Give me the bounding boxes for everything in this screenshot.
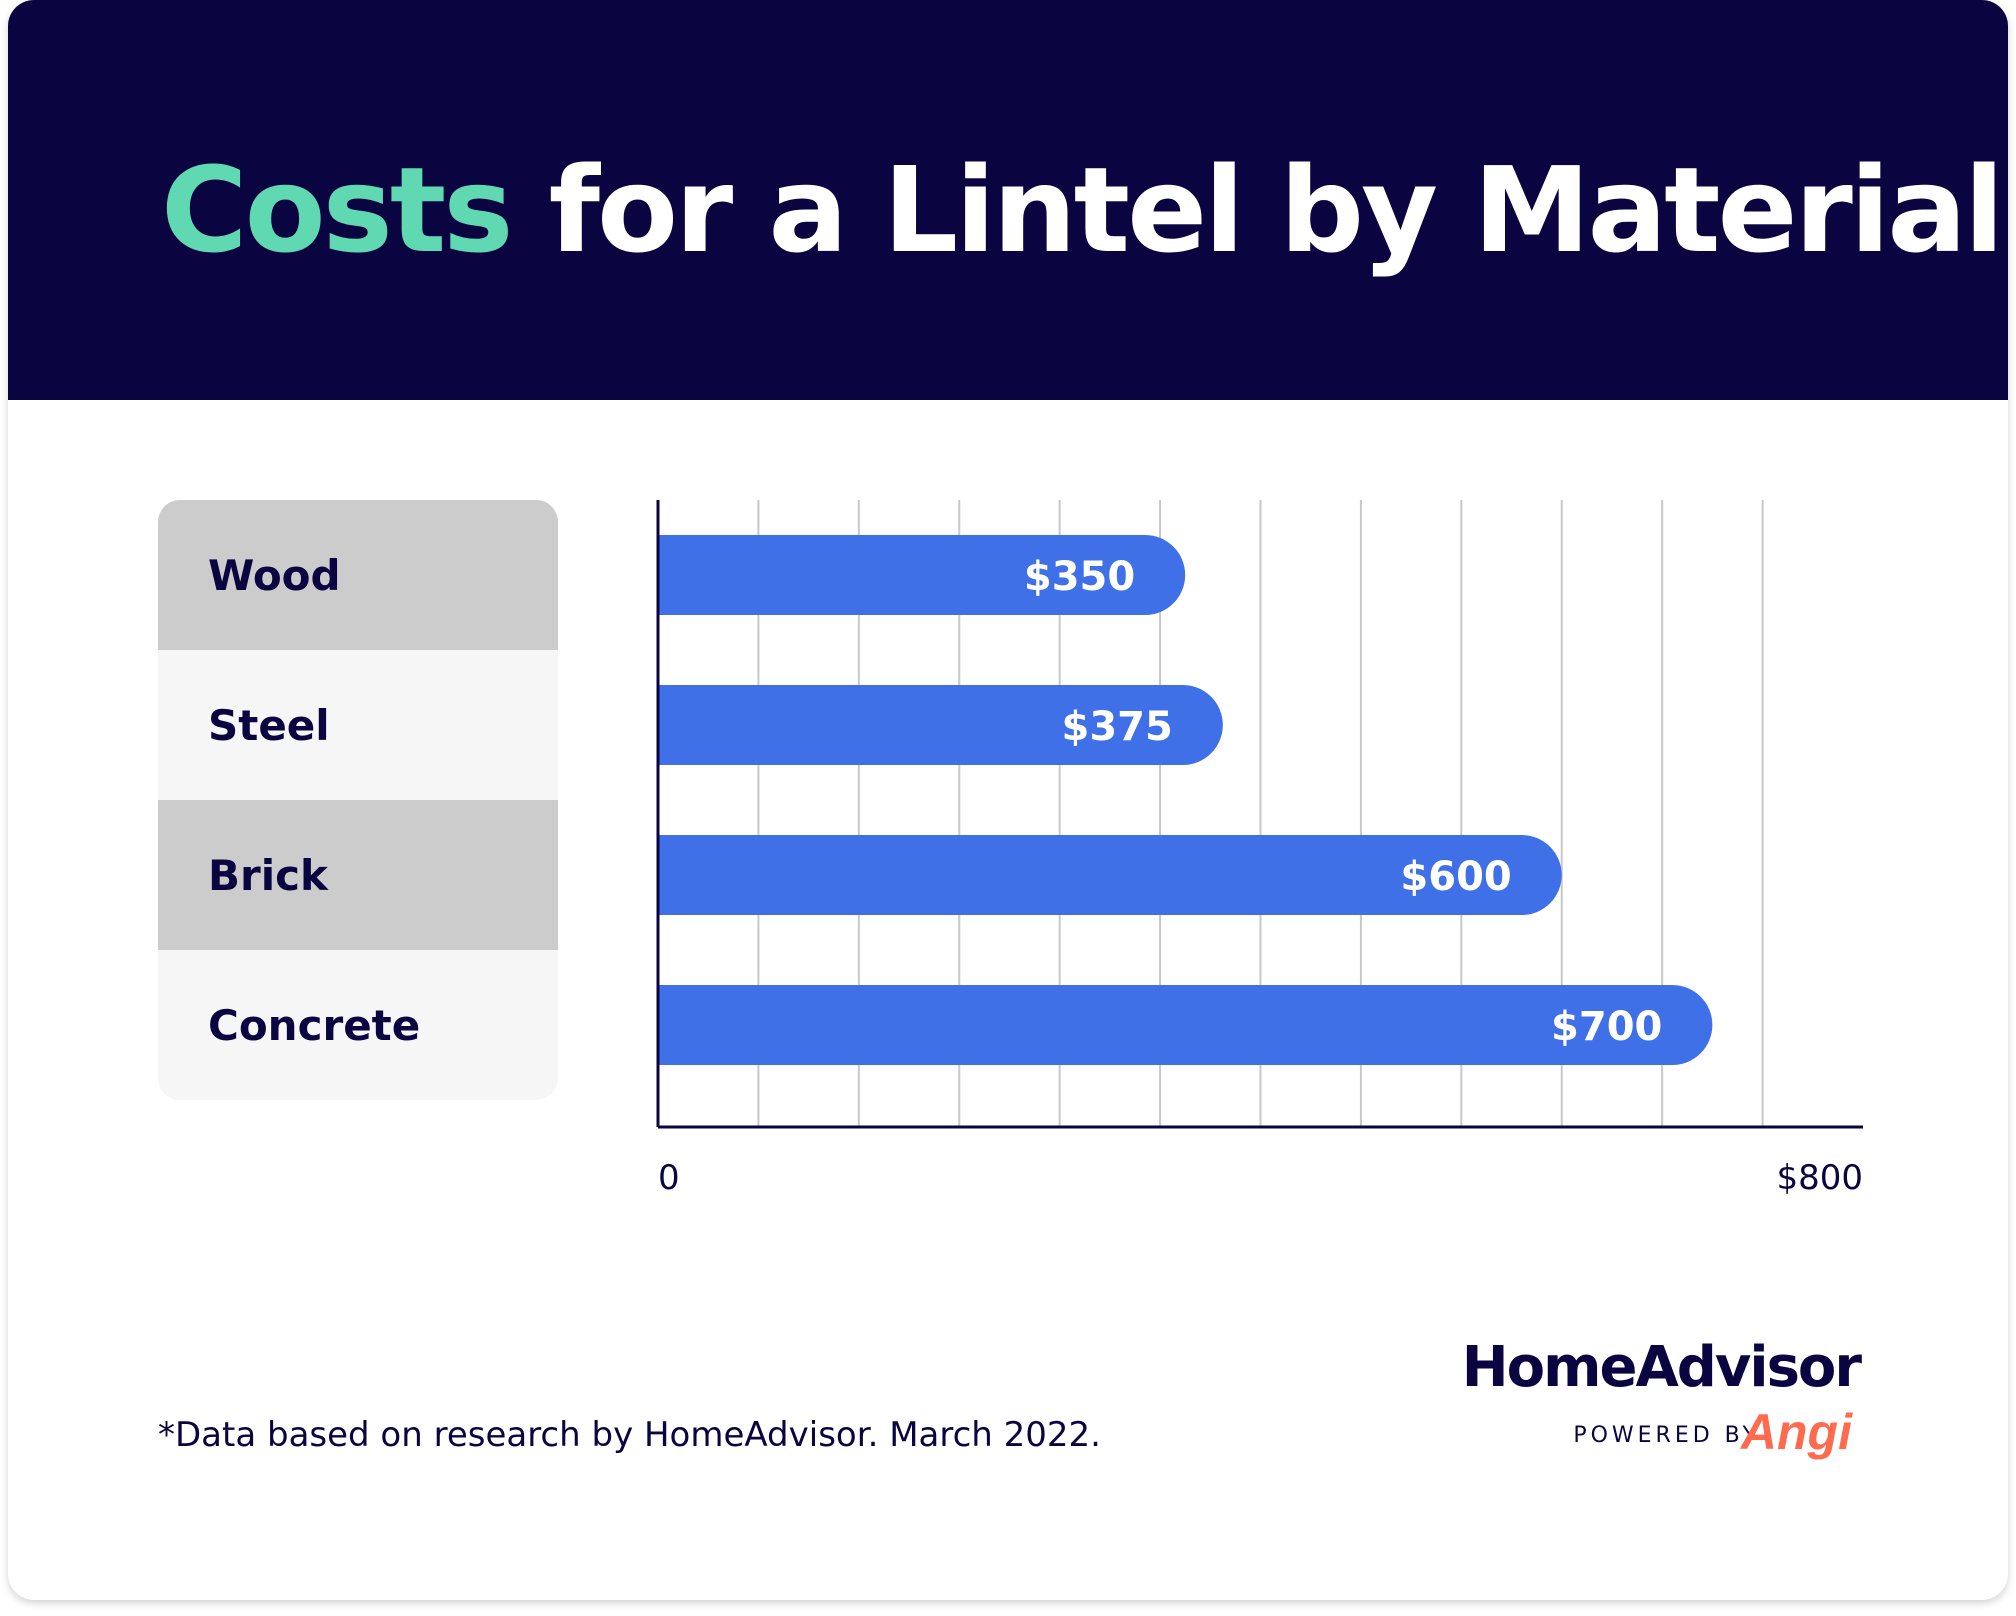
bar-concrete [658, 985, 1713, 1065]
category-label-table: Wood Steel Brick Concrete [158, 500, 558, 1100]
category-row-steel: Steel [158, 650, 558, 800]
category-row-brick: Brick [158, 800, 558, 950]
category-label: Brick [208, 850, 328, 900]
data-label: $350 [1024, 554, 1135, 600]
data-label: $375 [1062, 704, 1173, 750]
x-tick-label: $800 [1776, 1158, 1863, 1198]
bar-wood [658, 535, 1186, 615]
header-banner: Costs for a Lintel by Material [8, 0, 2008, 400]
brand-logo: HomeAdvisor POWERED BY Angi [1462, 1335, 1862, 1465]
data-label: $600 [1400, 854, 1511, 900]
x-tick-label: 0 [658, 1158, 680, 1198]
category-row-wood: Wood [158, 500, 558, 650]
bar-steel [658, 685, 1223, 765]
chart-title: Costs for a Lintel by Material [161, 140, 2005, 282]
angi-logo: Angi [1740, 1404, 1852, 1460]
powered-by-text: POWERED BY [1573, 1423, 1760, 1448]
category-label: Wood [208, 550, 341, 600]
homeadvisor-wordmark: HomeAdvisor [1461, 1335, 1862, 1400]
data-label: $700 [1551, 1004, 1662, 1050]
title-accent: Costs [161, 141, 514, 279]
infographic-card: Costs for a Lintel by Material Wood Stee… [8, 0, 2008, 1600]
bar-brick [658, 835, 1562, 915]
category-label: Concrete [208, 1000, 421, 1050]
bar-chart: $350 $375 $600 $700 0 $800 [656, 500, 1863, 1198]
data-source-note: *Data based on research by HomeAdvisor. … [158, 1415, 1101, 1455]
category-row-concrete: Concrete [158, 950, 558, 1100]
title-rest: for a Lintel by Material [548, 141, 2005, 279]
category-label: Steel [208, 700, 330, 750]
